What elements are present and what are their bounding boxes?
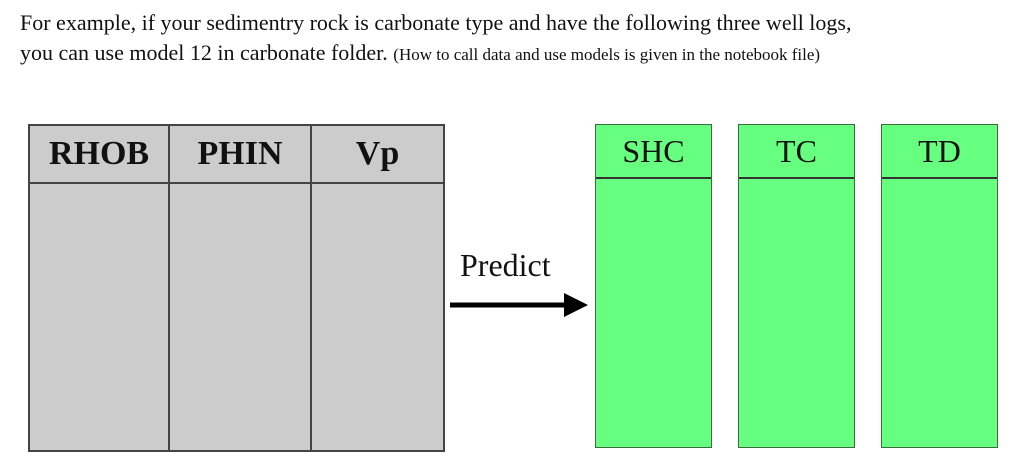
intro-line-2: you can use model 12 in carbonate folder… [20,38,1010,70]
output-column-td: TD [881,124,998,448]
intro-line-1: For example, if your sedimentry rock is … [20,10,852,35]
input-column-rhob: RHOB [30,126,170,450]
input-column-phin: PHIN [170,126,312,450]
output-column-tc: TC [738,124,855,448]
right-arrow-icon [450,293,588,317]
input-column-header: RHOB [30,126,168,184]
intro-line-2-main: you can use model 12 in carbonate folder… [20,40,388,65]
intro-line-2-note: (How to call data and use models is give… [393,45,821,64]
predict-label: Predict [460,247,551,283]
input-column-vp: Vp [312,126,443,450]
output-column-shc: SHC [595,124,712,448]
output-column-header: TD [882,125,997,179]
input-column-header: PHIN [170,126,310,184]
output-column-header: SHC [596,125,711,179]
intro-text: For example, if your sedimentry rock is … [20,8,1010,70]
input-logs-table: RHOB PHIN Vp [28,124,445,452]
input-column-header: Vp [312,126,443,184]
output-column-header: TC [739,125,854,179]
